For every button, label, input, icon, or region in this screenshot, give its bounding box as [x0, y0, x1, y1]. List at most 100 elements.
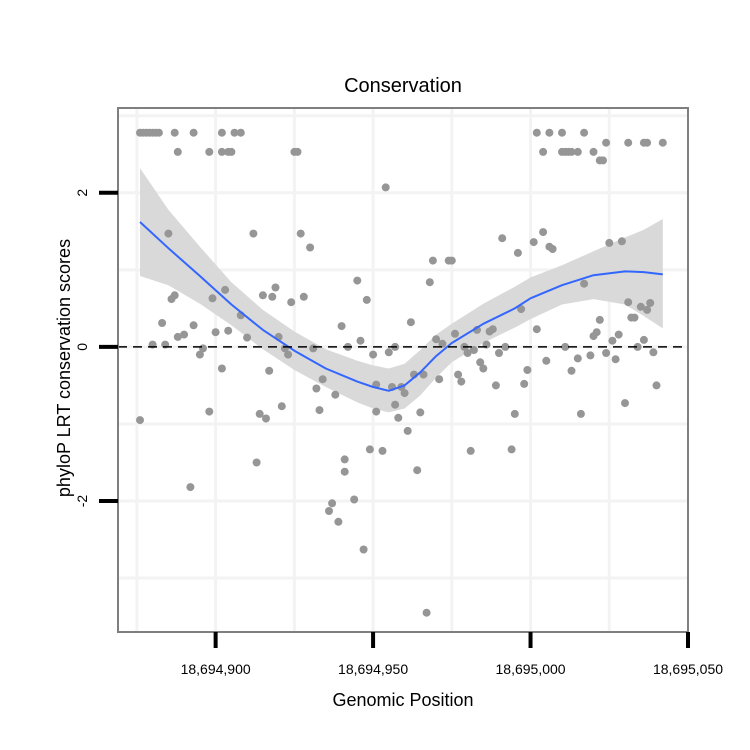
- data-point: [457, 377, 466, 386]
- data-point: [315, 406, 324, 415]
- data-point: [488, 325, 497, 334]
- data-point: [416, 408, 425, 417]
- data-point: [507, 445, 516, 454]
- data-point: [154, 128, 163, 137]
- data-point: [435, 375, 444, 384]
- data-point: [296, 229, 305, 238]
- data-point: [580, 279, 589, 288]
- data-point: [425, 278, 434, 287]
- data-point: [413, 466, 422, 475]
- data-point: [422, 608, 431, 617]
- data-point: [608, 336, 617, 345]
- x-axis: 18,694,900 18,694,950 18,695,000 18,695,050: [181, 632, 723, 677]
- data-point: [211, 328, 220, 337]
- y-tick-label: 2: [74, 189, 90, 197]
- data-point: [337, 322, 346, 331]
- confidence-ribbon-layer: [140, 168, 663, 413]
- data-point: [479, 364, 488, 373]
- data-point: [287, 298, 296, 307]
- data-point: [195, 350, 204, 359]
- data-point: [353, 276, 362, 285]
- data-point: [378, 446, 387, 455]
- data-point: [255, 409, 264, 418]
- data-point: [227, 147, 236, 156]
- data-point: [362, 295, 371, 304]
- data-point: [517, 305, 526, 314]
- data-point: [271, 283, 280, 292]
- data-point: [252, 458, 261, 467]
- data-point: [205, 407, 214, 416]
- data-point: [369, 350, 378, 359]
- data-point: [217, 128, 226, 137]
- data-point: [419, 370, 428, 379]
- data-point: [466, 446, 475, 455]
- data-point: [331, 390, 340, 399]
- data-point: [249, 229, 258, 238]
- data-point: [189, 321, 198, 330]
- data-point: [605, 238, 614, 247]
- data-point: [498, 234, 507, 243]
- data-point: [510, 409, 519, 418]
- data-point: [447, 256, 456, 265]
- data-point: [573, 354, 582, 363]
- data-point: [567, 366, 576, 375]
- data-point: [299, 292, 308, 301]
- data-point: [639, 335, 648, 344]
- data-point: [624, 138, 633, 147]
- plot-panel-border: [117, 107, 689, 633]
- data-point: [586, 351, 595, 360]
- x-tick-label: 18,694,950: [338, 661, 408, 677]
- data-point: [158, 319, 167, 327]
- data-point: [340, 467, 349, 476]
- data-point: [614, 330, 623, 339]
- data-point: [356, 336, 365, 345]
- data-point: [217, 364, 226, 373]
- data-point: [170, 128, 179, 137]
- data-point: [454, 370, 463, 379]
- data-point: [164, 229, 173, 238]
- data-point: [495, 349, 503, 357]
- data-point: [199, 344, 207, 353]
- chart-title: Conservation: [344, 75, 462, 97]
- data-point: [394, 413, 403, 422]
- data-point: [262, 414, 270, 423]
- data-point: [513, 248, 522, 257]
- data-point: [630, 313, 639, 322]
- data-point: [372, 407, 381, 416]
- data-points: [136, 128, 667, 617]
- y-axis-label: phyloP LRT conservation scores: [54, 239, 74, 497]
- data-point: [643, 305, 652, 314]
- data-point: [589, 147, 598, 156]
- data-point: [359, 545, 368, 554]
- data-point: [611, 355, 620, 364]
- data-point: [652, 381, 661, 390]
- data-point: [602, 138, 611, 147]
- data-point: [406, 318, 415, 327]
- data-point: [312, 384, 321, 393]
- data-point: [643, 138, 652, 147]
- data-point: [463, 349, 472, 357]
- data-point: [265, 366, 274, 375]
- data-point: [438, 339, 447, 348]
- data-point: [491, 381, 500, 390]
- data-point: [592, 328, 601, 337]
- data-point: [595, 315, 604, 324]
- x-axis-label: Genomic Position: [332, 690, 473, 710]
- data-point: [520, 379, 529, 388]
- data-point: [617, 237, 626, 246]
- data-point: [542, 356, 551, 365]
- data-point: [208, 294, 217, 303]
- data-point: [432, 335, 441, 344]
- data-point: [451, 329, 459, 338]
- data-point: [284, 350, 293, 359]
- data-point: [217, 147, 226, 156]
- data-point: [384, 348, 393, 357]
- data-point: [539, 228, 548, 237]
- data-point: [545, 128, 554, 137]
- confidence-ribbon: [140, 168, 663, 413]
- data-point: [532, 128, 541, 137]
- data-point: [180, 330, 189, 339]
- data-point: [186, 483, 195, 492]
- y-tick-label: 0: [74, 343, 90, 351]
